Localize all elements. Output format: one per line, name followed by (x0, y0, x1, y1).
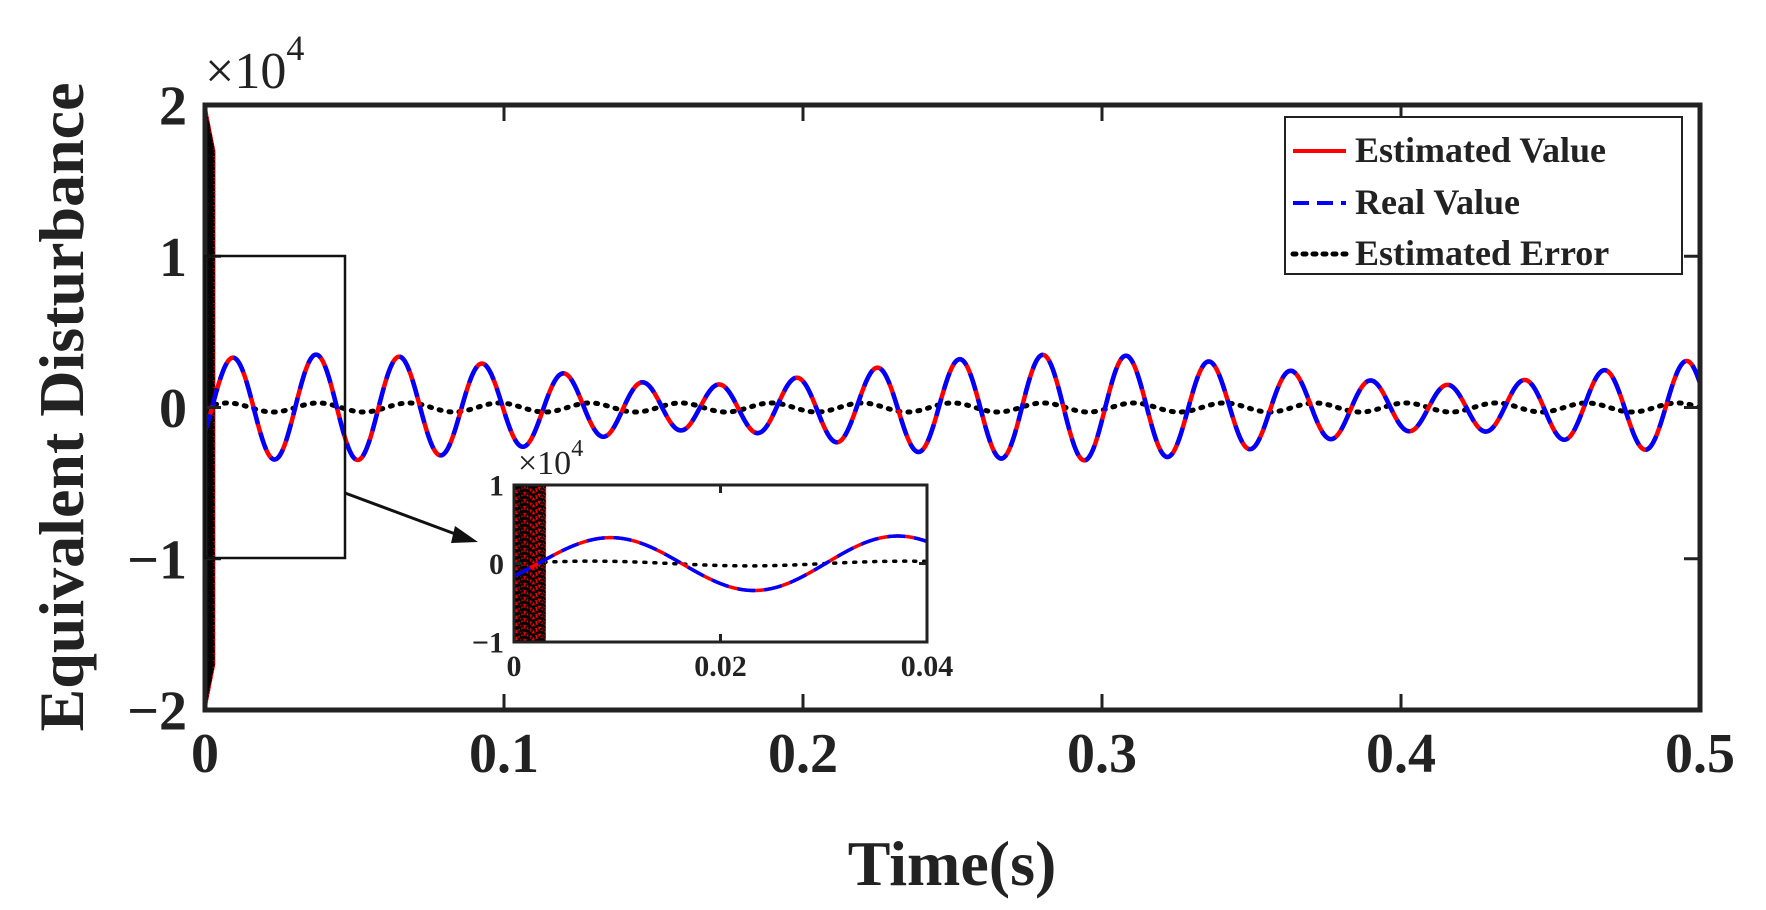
legend-box (1284, 116, 1683, 275)
y-tick-label-main: −1 (127, 529, 187, 591)
y-tick-label-main: 2 (159, 76, 187, 138)
x-tick-label-main: 0.5 (1665, 723, 1735, 785)
inset-y-multiplier-base: ×10 (518, 445, 571, 482)
y-tick-label-main: 0 (159, 378, 187, 440)
inset-tick-labels: 0 0.02 0.04−101 (472, 470, 953, 684)
inset-tick-marks (512, 483, 929, 644)
series-real-value-main (205, 352, 1700, 463)
y-tick-label-inset: 0 (489, 548, 504, 581)
x-axis-title: Time(s) (848, 828, 1057, 899)
main-y-multiplier-base: ×10 (205, 43, 286, 100)
x-tick-label-main: 0.3 (1067, 723, 1137, 785)
series-estimated-error-inset (514, 559, 927, 568)
zoom-region-box (203, 254, 347, 560)
legend-label-estimated-value: Estimated Value (1355, 130, 1606, 170)
inset-y-multiplier: ×104 (518, 436, 583, 482)
y-tick-label-main: −2 (127, 681, 187, 743)
main-y-multiplier-exp: 4 (286, 28, 304, 68)
x-tick-label-inset: 0.02 (694, 650, 747, 683)
inset-plot-area (514, 485, 927, 642)
x-tick-label-inset: 0.04 (901, 650, 954, 683)
x-tick-label-main: 0.2 (768, 723, 838, 785)
series-real-value-inset (514, 534, 927, 593)
x-tick-label-inset: 0 (507, 650, 522, 683)
y-tick-label-inset: 1 (489, 470, 504, 503)
legend-label-estimated-error: Estimated Error (1355, 233, 1609, 273)
y-axis-title: Equivalent Disturbance (26, 83, 97, 732)
legend: Estimated Value Real Value Estimated Err… (1284, 116, 1683, 275)
zoom-arrow-line (344, 491, 459, 537)
x-tick-label-main: 0.4 (1366, 723, 1436, 785)
legend-label-real-value: Real Value (1355, 182, 1520, 222)
y-tick-label-inset: −1 (472, 627, 504, 660)
inset-series-group (514, 485, 927, 642)
x-tick-label-main: 0 (191, 723, 219, 785)
main-y-multiplier: ×104 (205, 28, 304, 100)
x-tick-label-main: 0.1 (469, 723, 539, 785)
inset-y-multiplier-exp: 4 (571, 436, 583, 462)
zoom-arrow-head (451, 526, 478, 543)
y-tick-label-main: 1 (159, 227, 187, 289)
